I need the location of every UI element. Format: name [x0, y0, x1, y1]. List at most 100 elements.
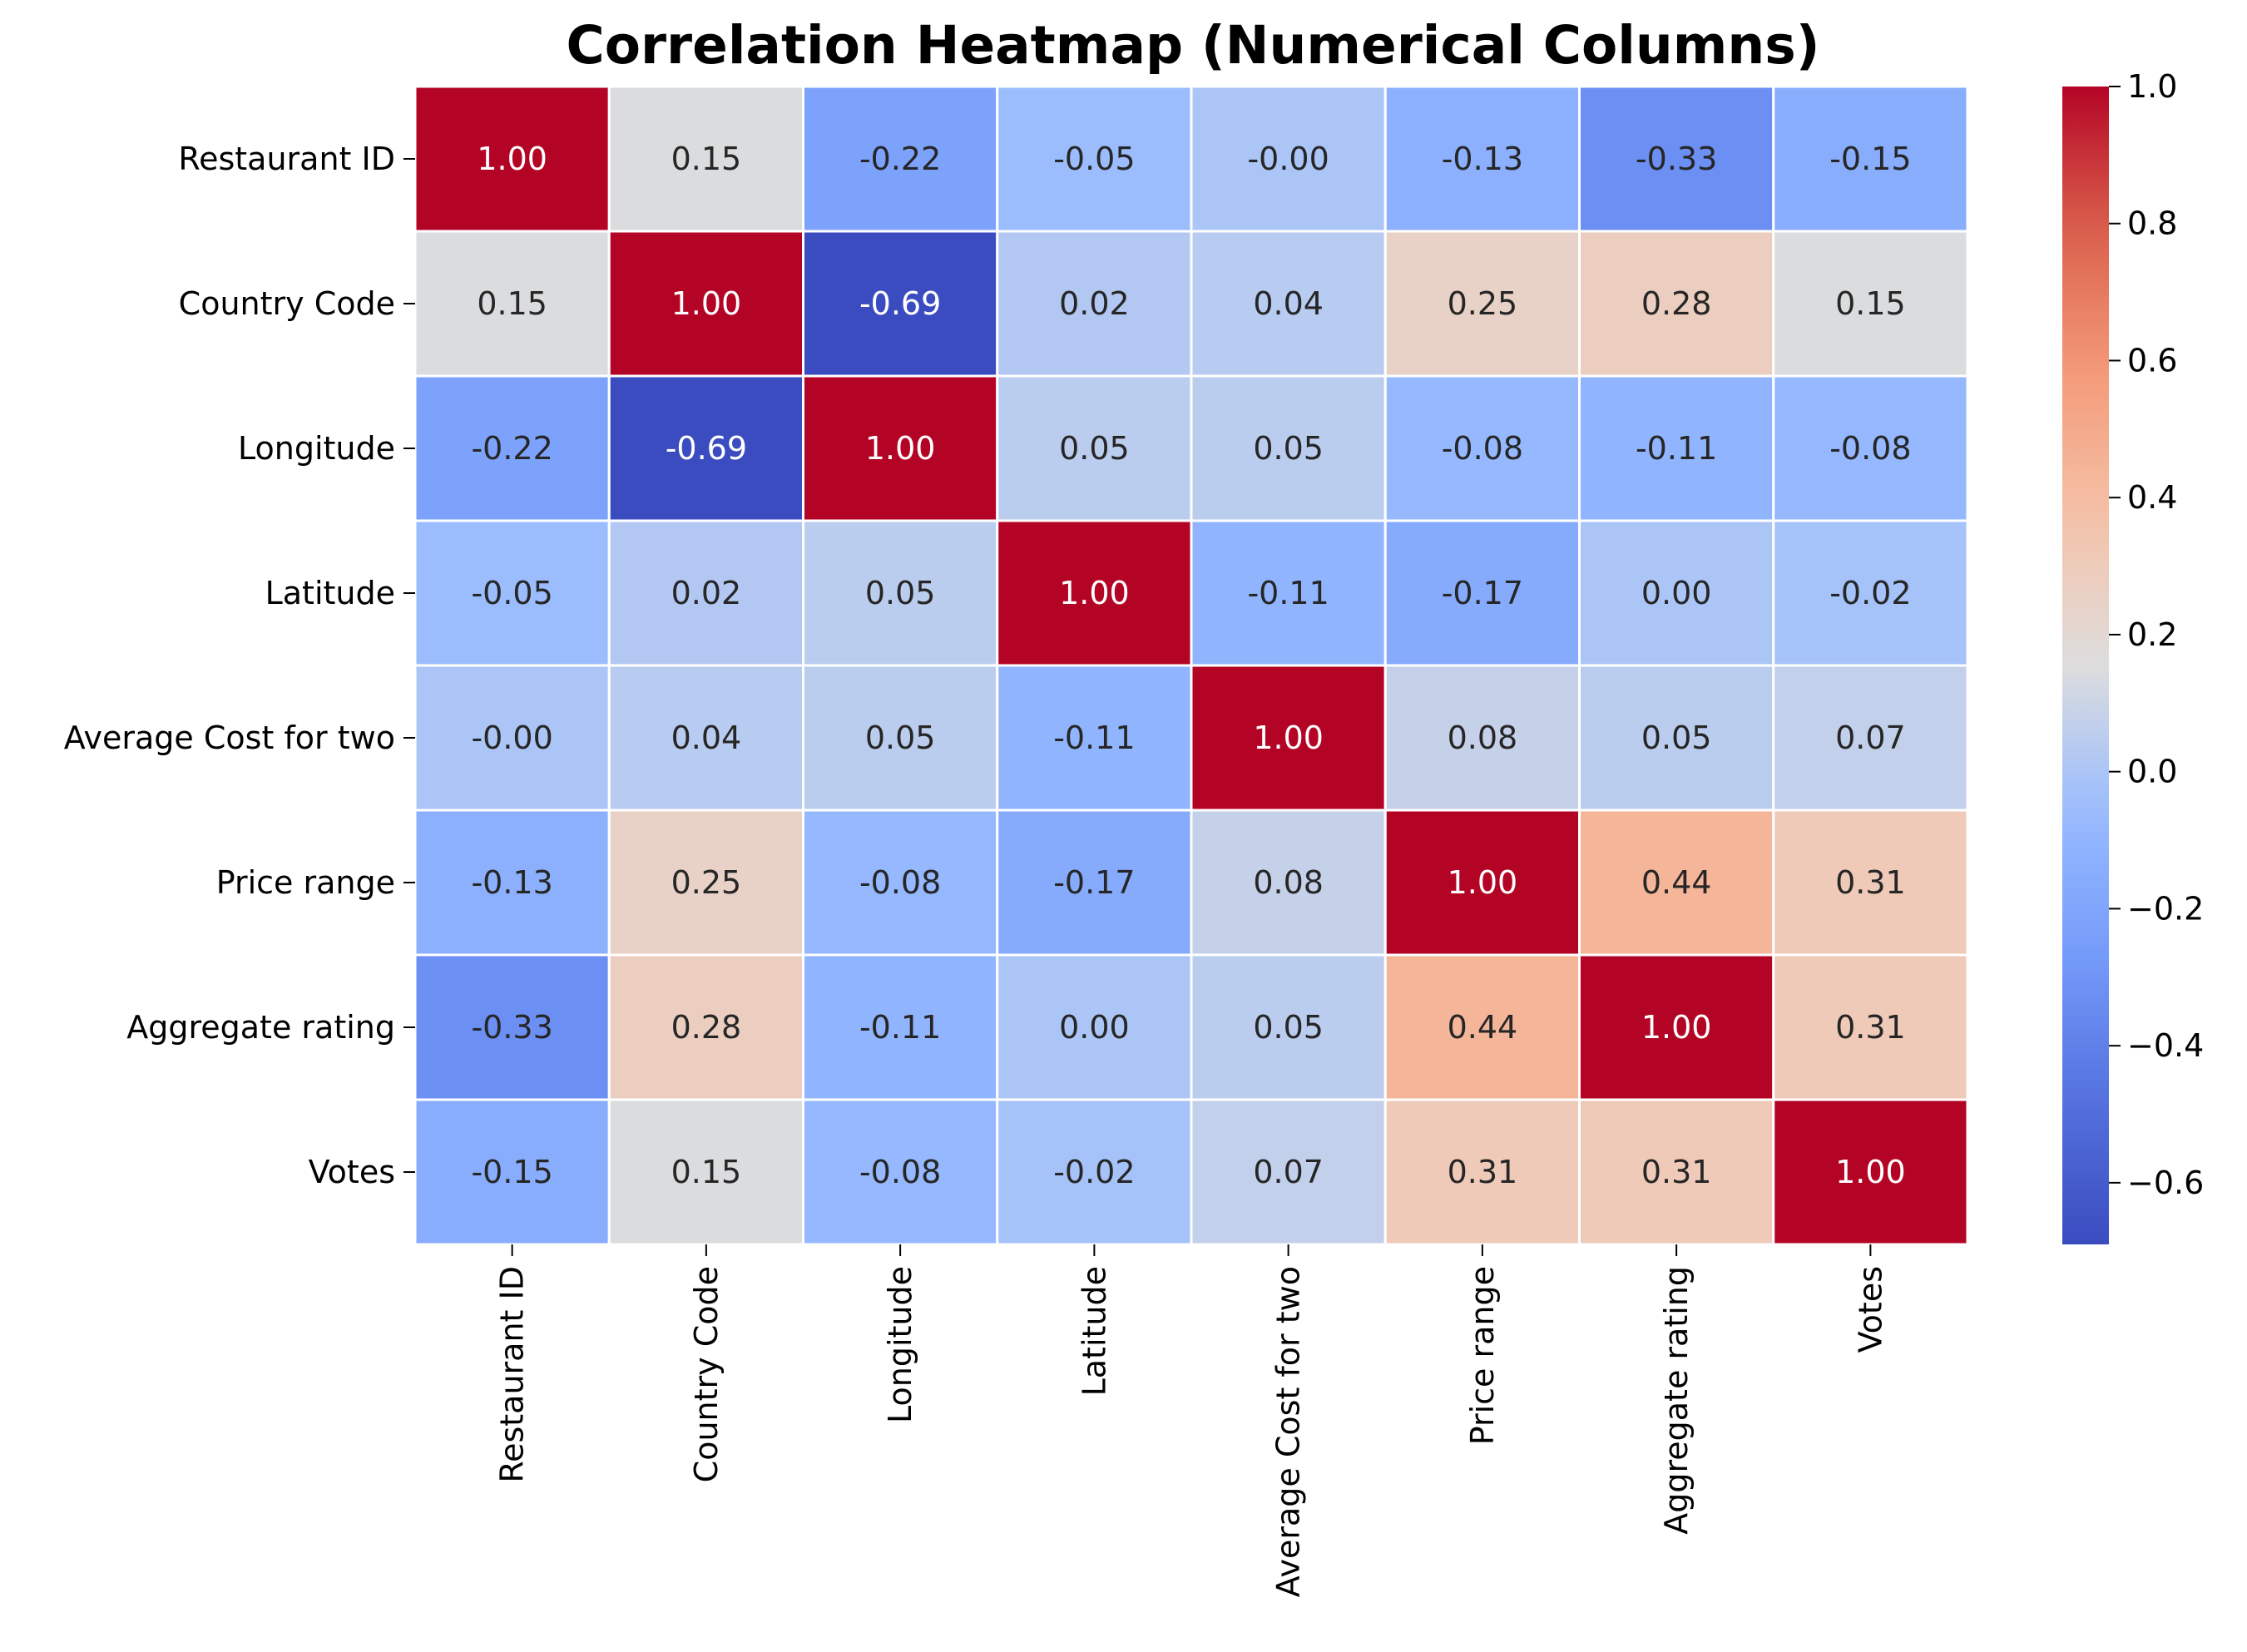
heatmap-cell-aggregate-rating-average-cost-for-two — [1190, 953, 1387, 1101]
cell-value-label-latitude-aggregate-rating: 0.00 — [1641, 575, 1712, 611]
row-tick-label-latitude: Latitude — [265, 575, 395, 611]
cell-value-label-longitude-longitude: 1.00 — [865, 430, 936, 467]
heatmap-cell-restaurant-id-longitude — [802, 85, 999, 233]
cell-value-label-country-code-longitude: -0.69 — [859, 285, 941, 322]
heatmap-cell-restaurant-id-restaurant-id — [413, 85, 611, 233]
cell-value-label-average-cost-for-two-country-code: 0.04 — [671, 720, 742, 756]
cell-value-label-country-code-aggregate-rating: 0.28 — [1641, 285, 1712, 322]
cell-value-label-average-cost-for-two-votes: 0.07 — [1835, 720, 1906, 756]
column-tick-label-price-range: Price range — [1464, 1266, 1501, 1445]
cell-value-label-votes-longitude: -0.08 — [859, 1154, 941, 1190]
heatmap-cell-restaurant-id-country-code — [607, 85, 804, 233]
row-tick-labels: Restaurant ID Country Code Longitude Latitu… — [64, 141, 415, 1190]
cell-value-label-average-cost-for-two-latitude: -0.11 — [1053, 720, 1135, 756]
cell-value-label-price-range-average-cost-for-two: 0.08 — [1253, 864, 1324, 901]
cell-value-label-average-cost-for-two-aggregate-rating: 0.05 — [1641, 720, 1712, 756]
cell-value-label-country-code-average-cost-for-two: 0.04 — [1253, 285, 1324, 322]
heatmap-cell-aggregate-rating-aggregate-rating — [1578, 953, 1775, 1101]
colorbar-tick-label: 0.8 — [2127, 205, 2177, 242]
heatmap-cell-longitude-aggregate-rating — [1578, 374, 1775, 522]
cell-value-label-restaurant-id-aggregate-rating: -0.33 — [1636, 141, 1717, 177]
column-tick-label-country-code: Country Code — [688, 1266, 725, 1482]
heatmap-cell-price-range-average-cost-for-two — [1190, 809, 1387, 957]
heatmap-cell-average-cost-for-two-average-cost-for-two — [1190, 664, 1387, 812]
cell-value-label-longitude-average-cost-for-two: 0.05 — [1253, 430, 1324, 467]
cell-value-label-price-range-votes: 0.31 — [1835, 864, 1906, 901]
cell-value-label-latitude-restaurant-id: -0.05 — [471, 575, 552, 611]
heatmap-cell-votes-average-cost-for-two — [1190, 1098, 1387, 1246]
heatmap-cell-country-code-votes — [1772, 230, 1969, 378]
cell-value-label-restaurant-id-longitude: -0.22 — [859, 141, 941, 177]
heatmap-cell-aggregate-rating-longitude — [802, 953, 999, 1101]
cell-value-label-aggregate-rating-price-range: 0.44 — [1448, 1009, 1518, 1046]
cell-value-label-country-code-restaurant-id: 0.15 — [477, 285, 547, 322]
cell-value-label-country-code-latitude: 0.02 — [1059, 285, 1130, 322]
cell-value-label-aggregate-rating-restaurant-id: -0.33 — [471, 1009, 552, 1046]
heatmap-cell-average-cost-for-two-price-range — [1383, 664, 1581, 812]
heatmap-cell-votes-longitude — [802, 1098, 999, 1246]
cell-value-label-latitude-votes: -0.02 — [1829, 575, 1911, 611]
row-tick-label-average-cost-for-two: Average Cost for two — [64, 720, 395, 756]
heatmap-cell-aggregate-rating-country-code — [607, 953, 804, 1101]
heatmap-cell-latitude-average-cost-for-two — [1190, 519, 1387, 667]
heatmap-cell-latitude-aggregate-rating — [1578, 519, 1775, 667]
cell-value-label-restaurant-id-country-code: 0.15 — [671, 141, 742, 177]
cell-value-label-price-range-country-code: 0.25 — [671, 864, 742, 901]
cell-value-label-votes-country-code: 0.15 — [671, 1154, 742, 1190]
colorbar-tick-label: 0.4 — [2127, 479, 2177, 516]
cell-value-label-latitude-country-code: 0.02 — [671, 575, 742, 611]
cell-value-label-price-range-aggregate-rating: 0.44 — [1641, 864, 1712, 901]
heatmap-cell-average-cost-for-two-aggregate-rating — [1578, 664, 1775, 812]
heatmap-cell-aggregate-rating-price-range — [1383, 953, 1581, 1101]
heatmap-cell-votes-votes — [1772, 1098, 1969, 1246]
heatmap-cell-restaurant-id-votes — [1772, 85, 1969, 233]
cell-value-label-restaurant-id-votes: -0.15 — [1829, 141, 1911, 177]
cell-value-label-restaurant-id-latitude: -0.05 — [1053, 141, 1135, 177]
heatmap-cell-latitude-restaurant-id — [413, 519, 611, 667]
cell-value-label-restaurant-id-restaurant-id: 1.00 — [477, 141, 547, 177]
cell-value-label-votes-restaurant-id: -0.15 — [471, 1154, 552, 1190]
row-tick-label-votes: Votes — [309, 1154, 395, 1190]
cell-value-label-price-range-price-range: 1.00 — [1448, 864, 1518, 901]
heatmap-cell-country-code-price-range — [1383, 230, 1581, 378]
colorbar-ticks: −0.6 −0.4 −0.2 0.0 0.2 0.4 0.6 0.8 1.0 — [2109, 68, 2204, 1201]
cell-value-label-country-code-country-code: 1.00 — [671, 285, 742, 322]
colorbar: −0.6 −0.4 −0.2 0.0 0.2 0.4 0.6 0.8 1.0 — [2062, 68, 2204, 1244]
row-tick-label-restaurant-id: Restaurant ID — [178, 141, 395, 177]
cell-value-label-aggregate-rating-aggregate-rating: 1.00 — [1641, 1009, 1712, 1046]
cell-value-label-latitude-average-cost-for-two: -0.11 — [1247, 575, 1329, 611]
column-tick-labels: Restaurant ID Country Code Longitude Latitu… — [494, 1244, 1888, 1597]
row-tick-label-aggregate-rating: Aggregate rating — [126, 1009, 395, 1046]
cell-value-label-longitude-latitude: 0.05 — [1059, 430, 1130, 467]
cell-value-label-longitude-restaurant-id: -0.22 — [471, 430, 552, 467]
heatmap-cell-average-cost-for-two-latitude — [996, 664, 1193, 812]
cell-value-label-aggregate-rating-country-code: 0.28 — [671, 1009, 742, 1046]
heatmap-cell-restaurant-id-price-range — [1383, 85, 1581, 233]
colorbar-tick-label: −0.4 — [2127, 1027, 2204, 1064]
cell-value-label-aggregate-rating-longitude: -0.11 — [859, 1009, 941, 1046]
heatmap-cell-longitude-price-range — [1383, 374, 1581, 522]
cell-value-label-longitude-votes: -0.08 — [1829, 430, 1911, 467]
column-tick-label-longitude: Longitude — [882, 1266, 918, 1423]
heatmap-cell-longitude-votes — [1772, 374, 1969, 522]
cell-value-label-latitude-longitude: 0.05 — [865, 575, 936, 611]
heatmap-cell-aggregate-rating-votes — [1772, 953, 1969, 1101]
cell-value-label-longitude-country-code: -0.69 — [666, 430, 747, 467]
cell-value-label-votes-aggregate-rating: 0.31 — [1641, 1154, 1712, 1190]
cell-value-label-country-code-price-range: 0.25 — [1448, 285, 1518, 322]
column-tick-label-restaurant-id: Restaurant ID — [494, 1266, 531, 1483]
heatmap-cell-longitude-longitude — [802, 374, 999, 522]
column-tick-label-latitude: Latitude — [1076, 1266, 1112, 1396]
heatmap-cell-price-range-aggregate-rating — [1578, 809, 1775, 957]
cell-value-label-votes-average-cost-for-two: 0.07 — [1253, 1154, 1324, 1190]
cell-value-label-average-cost-for-two-restaurant-id: -0.00 — [471, 720, 552, 756]
cell-value-label-votes-latitude: -0.02 — [1053, 1154, 1135, 1190]
heatmap-cell-price-range-longitude — [802, 809, 999, 957]
cell-value-label-restaurant-id-price-range: -0.13 — [1442, 141, 1523, 177]
heatmap-cell-price-range-country-code — [607, 809, 804, 957]
heatmap-cell-country-code-country-code — [607, 230, 804, 378]
colorbar-tick-label: 0.0 — [2127, 754, 2177, 790]
cell-value-label-price-range-longitude: -0.08 — [859, 864, 941, 901]
cell-value-label-latitude-latitude: 1.00 — [1059, 575, 1130, 611]
heatmap-cell-longitude-average-cost-for-two — [1190, 374, 1387, 522]
